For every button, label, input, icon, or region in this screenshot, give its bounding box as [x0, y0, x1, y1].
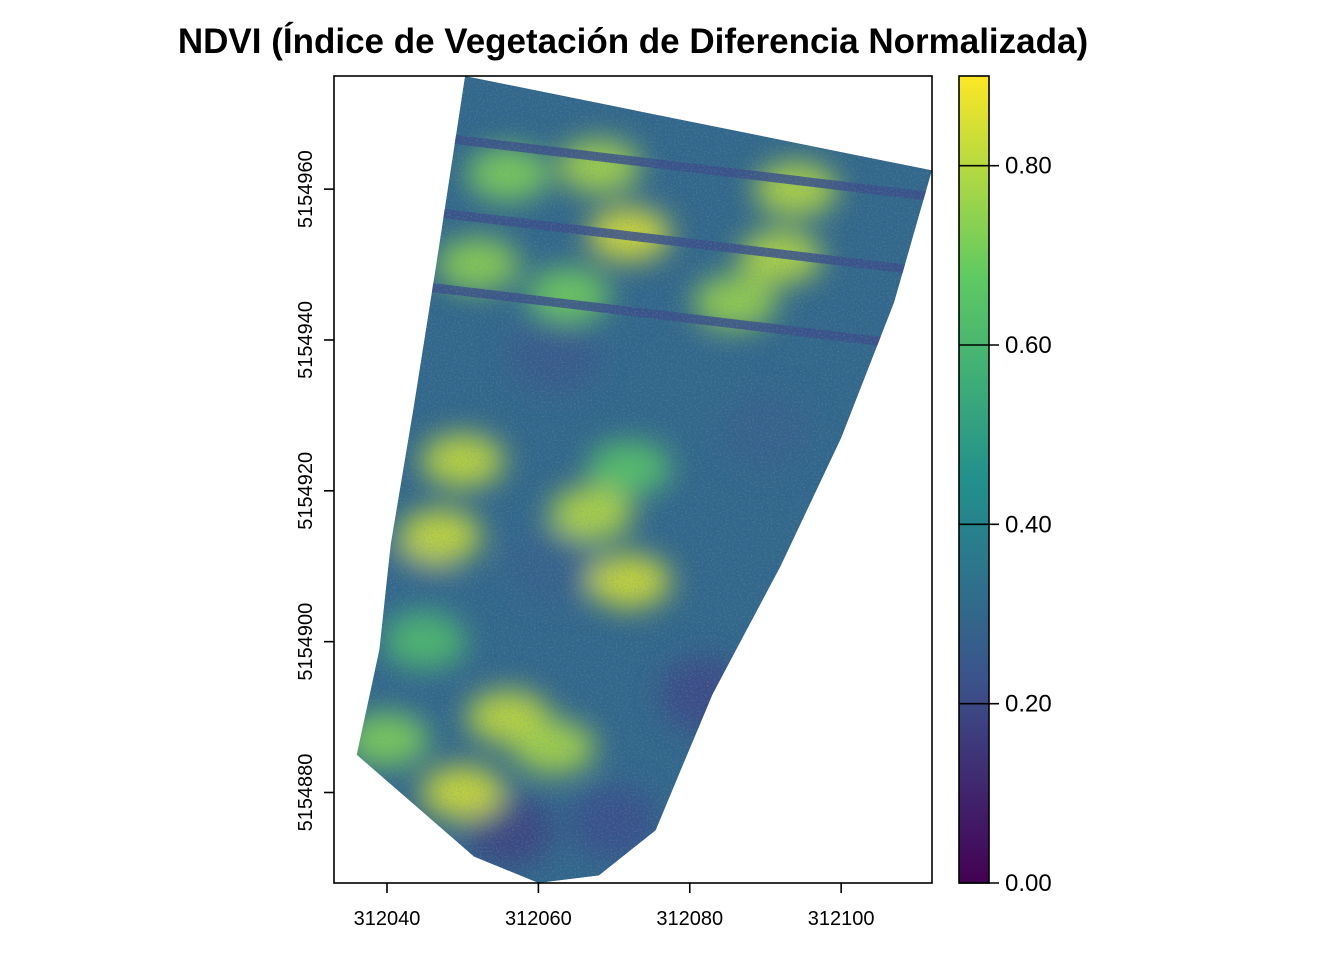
x-tick-label: 312040 [354, 908, 421, 930]
color-legend: 0.00 0.20 0.40 0.60 0.80 [958, 75, 1052, 897]
y-tick-label: 5154940 [295, 301, 317, 379]
y-tick-label: 5154900 [295, 603, 317, 681]
x-tick-label: 312060 [505, 908, 572, 930]
legend-tick-label: 0.00 [1005, 870, 1052, 897]
y-axis: 5154880 5154900 5154920 5154940 5154960 [295, 150, 334, 831]
legend-tick-label: 0.20 [1005, 691, 1052, 718]
x-tick-label: 312100 [808, 908, 875, 930]
legend-tick-label: 0.60 [1005, 332, 1052, 359]
legend-tick-label: 0.80 [1005, 153, 1052, 180]
x-tick-label: 312080 [656, 908, 723, 930]
plot-frame [333, 75, 933, 884]
colorbar [958, 75, 990, 884]
x-axis: 312040 312060 312080 312100 [354, 883, 875, 930]
legend-ticks: 0.00 0.20 0.40 0.60 0.80 [959, 153, 1052, 897]
y-tick-label: 5154880 [295, 754, 317, 832]
legend-tick-label: 0.40 [1005, 511, 1052, 538]
y-tick-label: 5154920 [295, 452, 317, 530]
texture-overlay [356, 76, 932, 883]
y-tick-label: 5154960 [295, 150, 317, 228]
chart-title: NDVI (Índice de Vegetación de Diferencia… [177, 22, 1089, 61]
ndvi-raster [356, 76, 932, 883]
